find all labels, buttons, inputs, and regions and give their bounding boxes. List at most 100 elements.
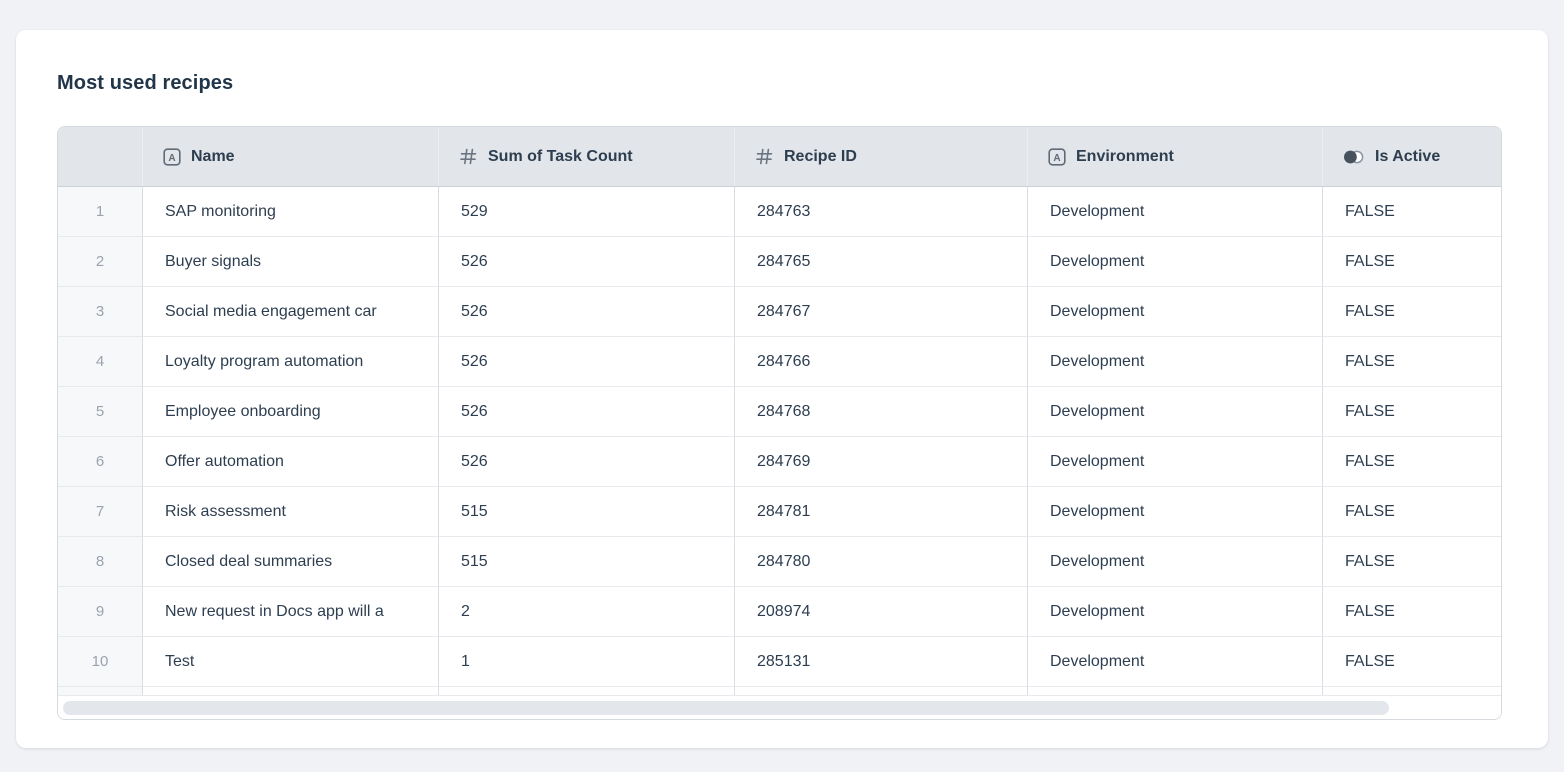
environment-cell: Development [1028, 237, 1323, 287]
most-used-recipes-card: Most used recipes A Name Sum of Task Cou… [16, 30, 1548, 748]
row-number-cell: 7 [58, 487, 143, 537]
task-count-cell: 526 [439, 287, 735, 337]
is-active-cell: FALSE [1323, 387, 1501, 437]
horizontal-scrollbar-thumb[interactable] [63, 701, 1389, 715]
recipe-id-cell: 284763 [735, 187, 1028, 237]
table-row: 6 Offer automation 526 284769 Developmen… [58, 437, 1501, 487]
name-cell [143, 687, 439, 695]
task-count-cell: 2 [439, 587, 735, 637]
text-field-icon: A [1048, 147, 1066, 166]
row-number-cell: 3 [58, 287, 143, 337]
header-cell-is-active[interactable]: Is Active [1323, 127, 1501, 186]
environment-cell: Development [1028, 187, 1323, 237]
table-row: 8 Closed deal summaries 515 284780 Devel… [58, 537, 1501, 587]
row-number-cell: 6 [58, 437, 143, 487]
row-number-cell: 10 [58, 637, 143, 687]
table-row: 3 Social media engagement car 526 284767… [58, 287, 1501, 337]
header-cell-recipe-id[interactable]: Recipe ID [735, 127, 1028, 186]
environment-cell: Development [1028, 337, 1323, 387]
is-active-cell: FALSE [1323, 337, 1501, 387]
row-number-cell: 4 [58, 337, 143, 387]
name-cell: Offer automation [143, 437, 439, 487]
name-cell: New request in Docs app will a [143, 587, 439, 637]
is-active-cell: FALSE [1323, 237, 1501, 287]
recipe-id-cell: 284765 [735, 237, 1028, 287]
environment-cell: Development [1028, 537, 1323, 587]
task-count-cell: 526 [439, 387, 735, 437]
is-active-cell: FALSE [1323, 637, 1501, 687]
recipe-id-cell: 284780 [735, 537, 1028, 587]
header-label: Environment [1076, 147, 1174, 165]
boolean-toggle-icon [1343, 149, 1365, 165]
recipes-table: A Name Sum of Task Count Recipe ID [57, 126, 1502, 720]
table-row: 1 SAP monitoring 529 284763 Development … [58, 187, 1501, 237]
recipe-id-cell: 284767 [735, 287, 1028, 337]
row-number-cell: 1 [58, 187, 143, 237]
header-cell-environment[interactable]: A Environment [1028, 127, 1323, 186]
number-icon [459, 147, 478, 166]
text-field-icon: A [163, 147, 181, 166]
table-row: 4 Loyalty program automation 526 284766 … [58, 337, 1501, 387]
is-active-cell: FALSE [1323, 287, 1501, 337]
svg-text:A: A [168, 152, 175, 163]
recipe-id-cell: 284766 [735, 337, 1028, 387]
table-body: 1 SAP monitoring 529 284763 Development … [58, 187, 1501, 687]
card-title: Most used recipes [57, 72, 234, 94]
task-count-cell: 529 [439, 187, 735, 237]
task-count-cell: 1 [439, 637, 735, 687]
task-count-cell: 526 [439, 337, 735, 387]
environment-cell: Development [1028, 387, 1323, 437]
table-row: 7 Risk assessment 515 284781 Development… [58, 487, 1501, 537]
name-cell: Closed deal summaries [143, 537, 439, 587]
environment-cell: Development [1028, 487, 1323, 537]
table-row: 10 Test 1 285131 Development FALSE [58, 637, 1501, 687]
recipe-id-cell [735, 687, 1028, 695]
clipped-next-row [58, 687, 1501, 695]
name-cell: Test [143, 637, 439, 687]
table-row: 5 Employee onboarding 526 284768 Develop… [58, 387, 1501, 437]
task-count-cell: 515 [439, 537, 735, 587]
table-row: 9 New request in Docs app will a 2 20897… [58, 587, 1501, 637]
row-number-cell: 9 [58, 587, 143, 637]
task-count-cell [439, 687, 735, 695]
is-active-cell [1323, 687, 1501, 695]
svg-text:A: A [1053, 152, 1060, 163]
table-row-partial [58, 687, 1501, 695]
recipe-id-cell: 285131 [735, 637, 1028, 687]
table-row: 2 Buyer signals 526 284765 Development F… [58, 237, 1501, 287]
name-cell: Risk assessment [143, 487, 439, 537]
header-cell-name[interactable]: A Name [143, 127, 439, 186]
header-label: Recipe ID [784, 147, 857, 165]
is-active-cell: FALSE [1323, 437, 1501, 487]
table-header-row: A Name Sum of Task Count Recipe ID [58, 127, 1501, 187]
name-cell: Social media engagement car [143, 287, 439, 337]
name-cell: Employee onboarding [143, 387, 439, 437]
is-active-cell: FALSE [1323, 487, 1501, 537]
recipe-id-cell: 208974 [735, 587, 1028, 637]
is-active-cell: FALSE [1323, 587, 1501, 637]
header-cell-row-number [58, 127, 143, 186]
header-label: Name [191, 147, 235, 165]
row-number-cell: 5 [58, 387, 143, 437]
horizontal-scrollbar-track[interactable] [58, 695, 1501, 719]
header-cell-task-count[interactable]: Sum of Task Count [439, 127, 735, 186]
row-number-cell [58, 687, 143, 695]
recipe-id-cell: 284781 [735, 487, 1028, 537]
environment-cell: Development [1028, 587, 1323, 637]
environment-cell: Development [1028, 637, 1323, 687]
number-icon [755, 147, 774, 166]
is-active-cell: FALSE [1323, 537, 1501, 587]
is-active-cell: FALSE [1323, 187, 1501, 237]
task-count-cell: 526 [439, 437, 735, 487]
row-number-cell: 8 [58, 537, 143, 587]
header-label: Is Active [1375, 147, 1441, 165]
task-count-cell: 526 [439, 237, 735, 287]
task-count-cell: 515 [439, 487, 735, 537]
environment-cell: Development [1028, 287, 1323, 337]
name-cell: Loyalty program automation [143, 337, 439, 387]
recipe-id-cell: 284769 [735, 437, 1028, 487]
name-cell: SAP monitoring [143, 187, 439, 237]
environment-cell: Development [1028, 437, 1323, 487]
name-cell: Buyer signals [143, 237, 439, 287]
